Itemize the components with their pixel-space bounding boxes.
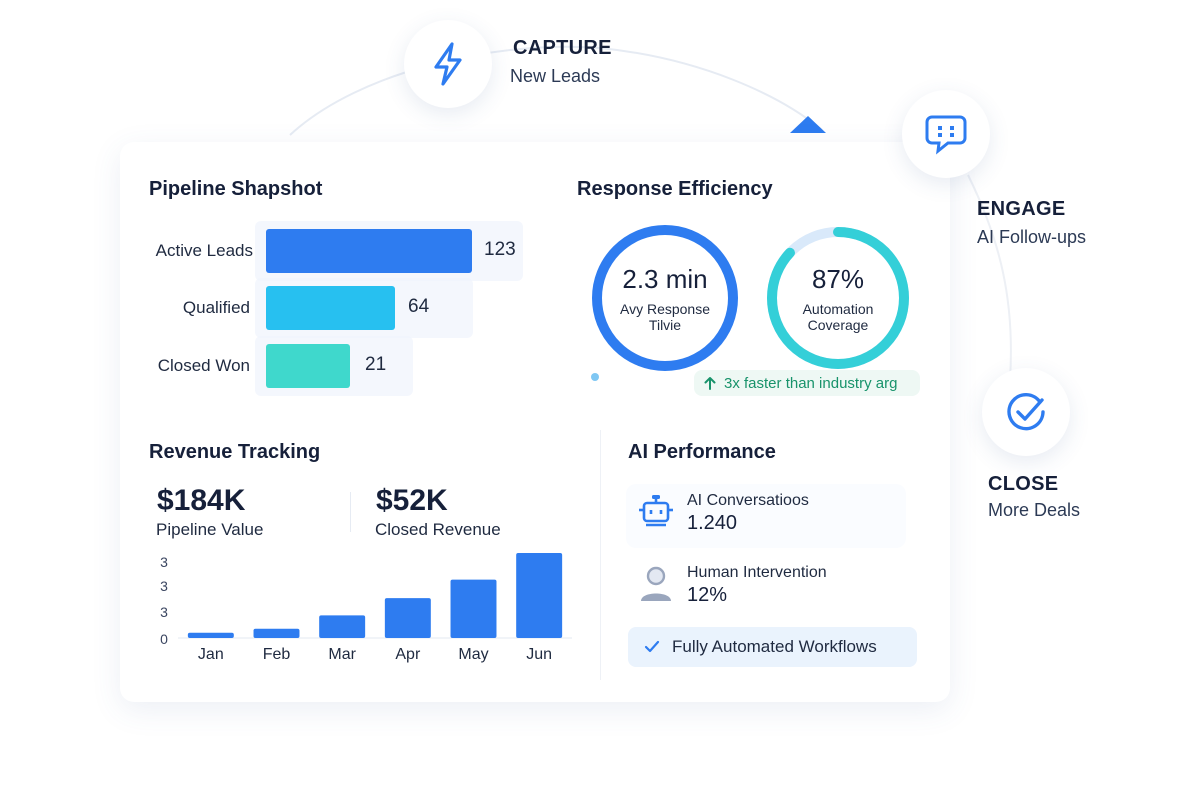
bar-label: Active Leads — [155, 241, 253, 260]
revenue-bar-apr — [384, 598, 431, 638]
ai-conversations-item: AI Conversatioos 1.240 — [626, 484, 906, 548]
response-rings — [591, 225, 909, 381]
closed-revenue-label: Closed Revenue — [375, 520, 501, 539]
ring-dot — [591, 373, 599, 381]
bar-active-leads — [266, 229, 472, 273]
bar-value: 21 — [365, 354, 387, 375]
x-tick-label: Jun — [526, 646, 552, 663]
avg-response-label-2: Tilvie — [648, 317, 682, 333]
x-tick-label: Jan — [198, 646, 224, 663]
bar-qualified — [266, 286, 395, 330]
ring-avg-response-text: 2.3 min Avy Response Tilvie — [605, 264, 725, 333]
human-intervention-label: Human Intervention — [687, 564, 827, 581]
ai-conversations-label: AI Conversatioos — [687, 492, 809, 509]
y-tick-label: 3 — [160, 578, 168, 594]
revenue-title: Revenue Tracking — [149, 441, 321, 463]
ring-automation-text: 87% Automation Coverage — [778, 264, 898, 333]
human-intervention-value: 12% — [687, 584, 728, 606]
y-tick-label: 0 — [160, 631, 168, 647]
revenue-bar-jun — [516, 553, 563, 638]
ring-automation-progress — [767, 227, 909, 369]
automation-label-2: Coverage — [807, 317, 869, 333]
faster-badge: 3x faster than industry arg — [694, 370, 920, 396]
bar-value: 64 — [408, 296, 430, 317]
automation-label-1: Automation — [802, 301, 874, 317]
x-tick-label: Mar — [328, 646, 356, 663]
fully-automated-badge: Fully Automated Workflows — [628, 627, 917, 667]
closed-revenue-value: $52K — [376, 484, 448, 517]
avg-response-value: 2.3 min — [622, 264, 708, 294]
chat-bubble-icon — [925, 115, 967, 155]
close-step-circle — [982, 368, 1070, 456]
bar-label: Qualified — [182, 298, 250, 317]
person-icon — [641, 566, 671, 601]
bar-label: Closed Won — [157, 356, 250, 375]
x-tick-label: Feb — [263, 646, 291, 663]
revenue-chart: 3 3 3 0 Jan Feb Mar Apr May Jun — [160, 553, 572, 663]
check-icon — [644, 640, 660, 653]
kpi-divider — [350, 492, 351, 532]
revenue-bar-jan — [187, 632, 234, 638]
capture-title: CAPTURE — [513, 37, 612, 59]
revenue-bar-may — [450, 579, 497, 638]
faster-badge-text: 3x faster than industry arg — [724, 374, 898, 392]
lightning-bolt-icon — [434, 42, 462, 86]
x-tick-label: May — [458, 646, 488, 663]
human-intervention-item: Human Intervention 12% — [626, 556, 906, 616]
y-tick-label: 3 — [160, 604, 168, 620]
automation-value: 87% — [811, 264, 865, 294]
revenue-bar-feb — [253, 628, 300, 638]
capture-subtitle: New Leads — [510, 66, 601, 86]
bar-value: 123 — [484, 239, 516, 260]
close-subtitle: More Deals — [988, 500, 1081, 520]
flow-arrowhead — [790, 116, 826, 133]
avg-response-label-1: Avy Response — [619, 301, 710, 317]
x-tick-label: Apr — [395, 646, 421, 663]
engage-subtitle: AI Follow-ups — [977, 227, 1087, 247]
ring-avg-response — [592, 225, 738, 371]
ai-performance-title: AI Performance — [628, 441, 776, 463]
fully-automated-text: Fully Automated Workflows — [672, 637, 877, 656]
close-title: CLOSE — [988, 473, 1059, 495]
response-title: Response Efficiency — [577, 178, 773, 200]
robot-icon — [639, 495, 673, 527]
section-divider — [600, 430, 601, 680]
pipeline-value: $184K — [157, 484, 246, 517]
revenue-bar-mar — [319, 615, 366, 638]
engage-title: ENGAGE — [977, 198, 1066, 220]
pipeline-title: Pipeline Shapshot — [149, 178, 323, 200]
bar-closed-won — [266, 344, 350, 388]
capture-step-circle — [404, 20, 492, 108]
check-circle-icon — [1007, 392, 1045, 431]
arrow-up-icon — [704, 377, 716, 390]
y-tick-label: 3 — [160, 554, 168, 570]
pipeline-value-label: Pipeline Value — [156, 520, 264, 539]
ai-conversations-value: 1.240 — [687, 512, 738, 534]
engage-step-circle — [902, 90, 990, 178]
